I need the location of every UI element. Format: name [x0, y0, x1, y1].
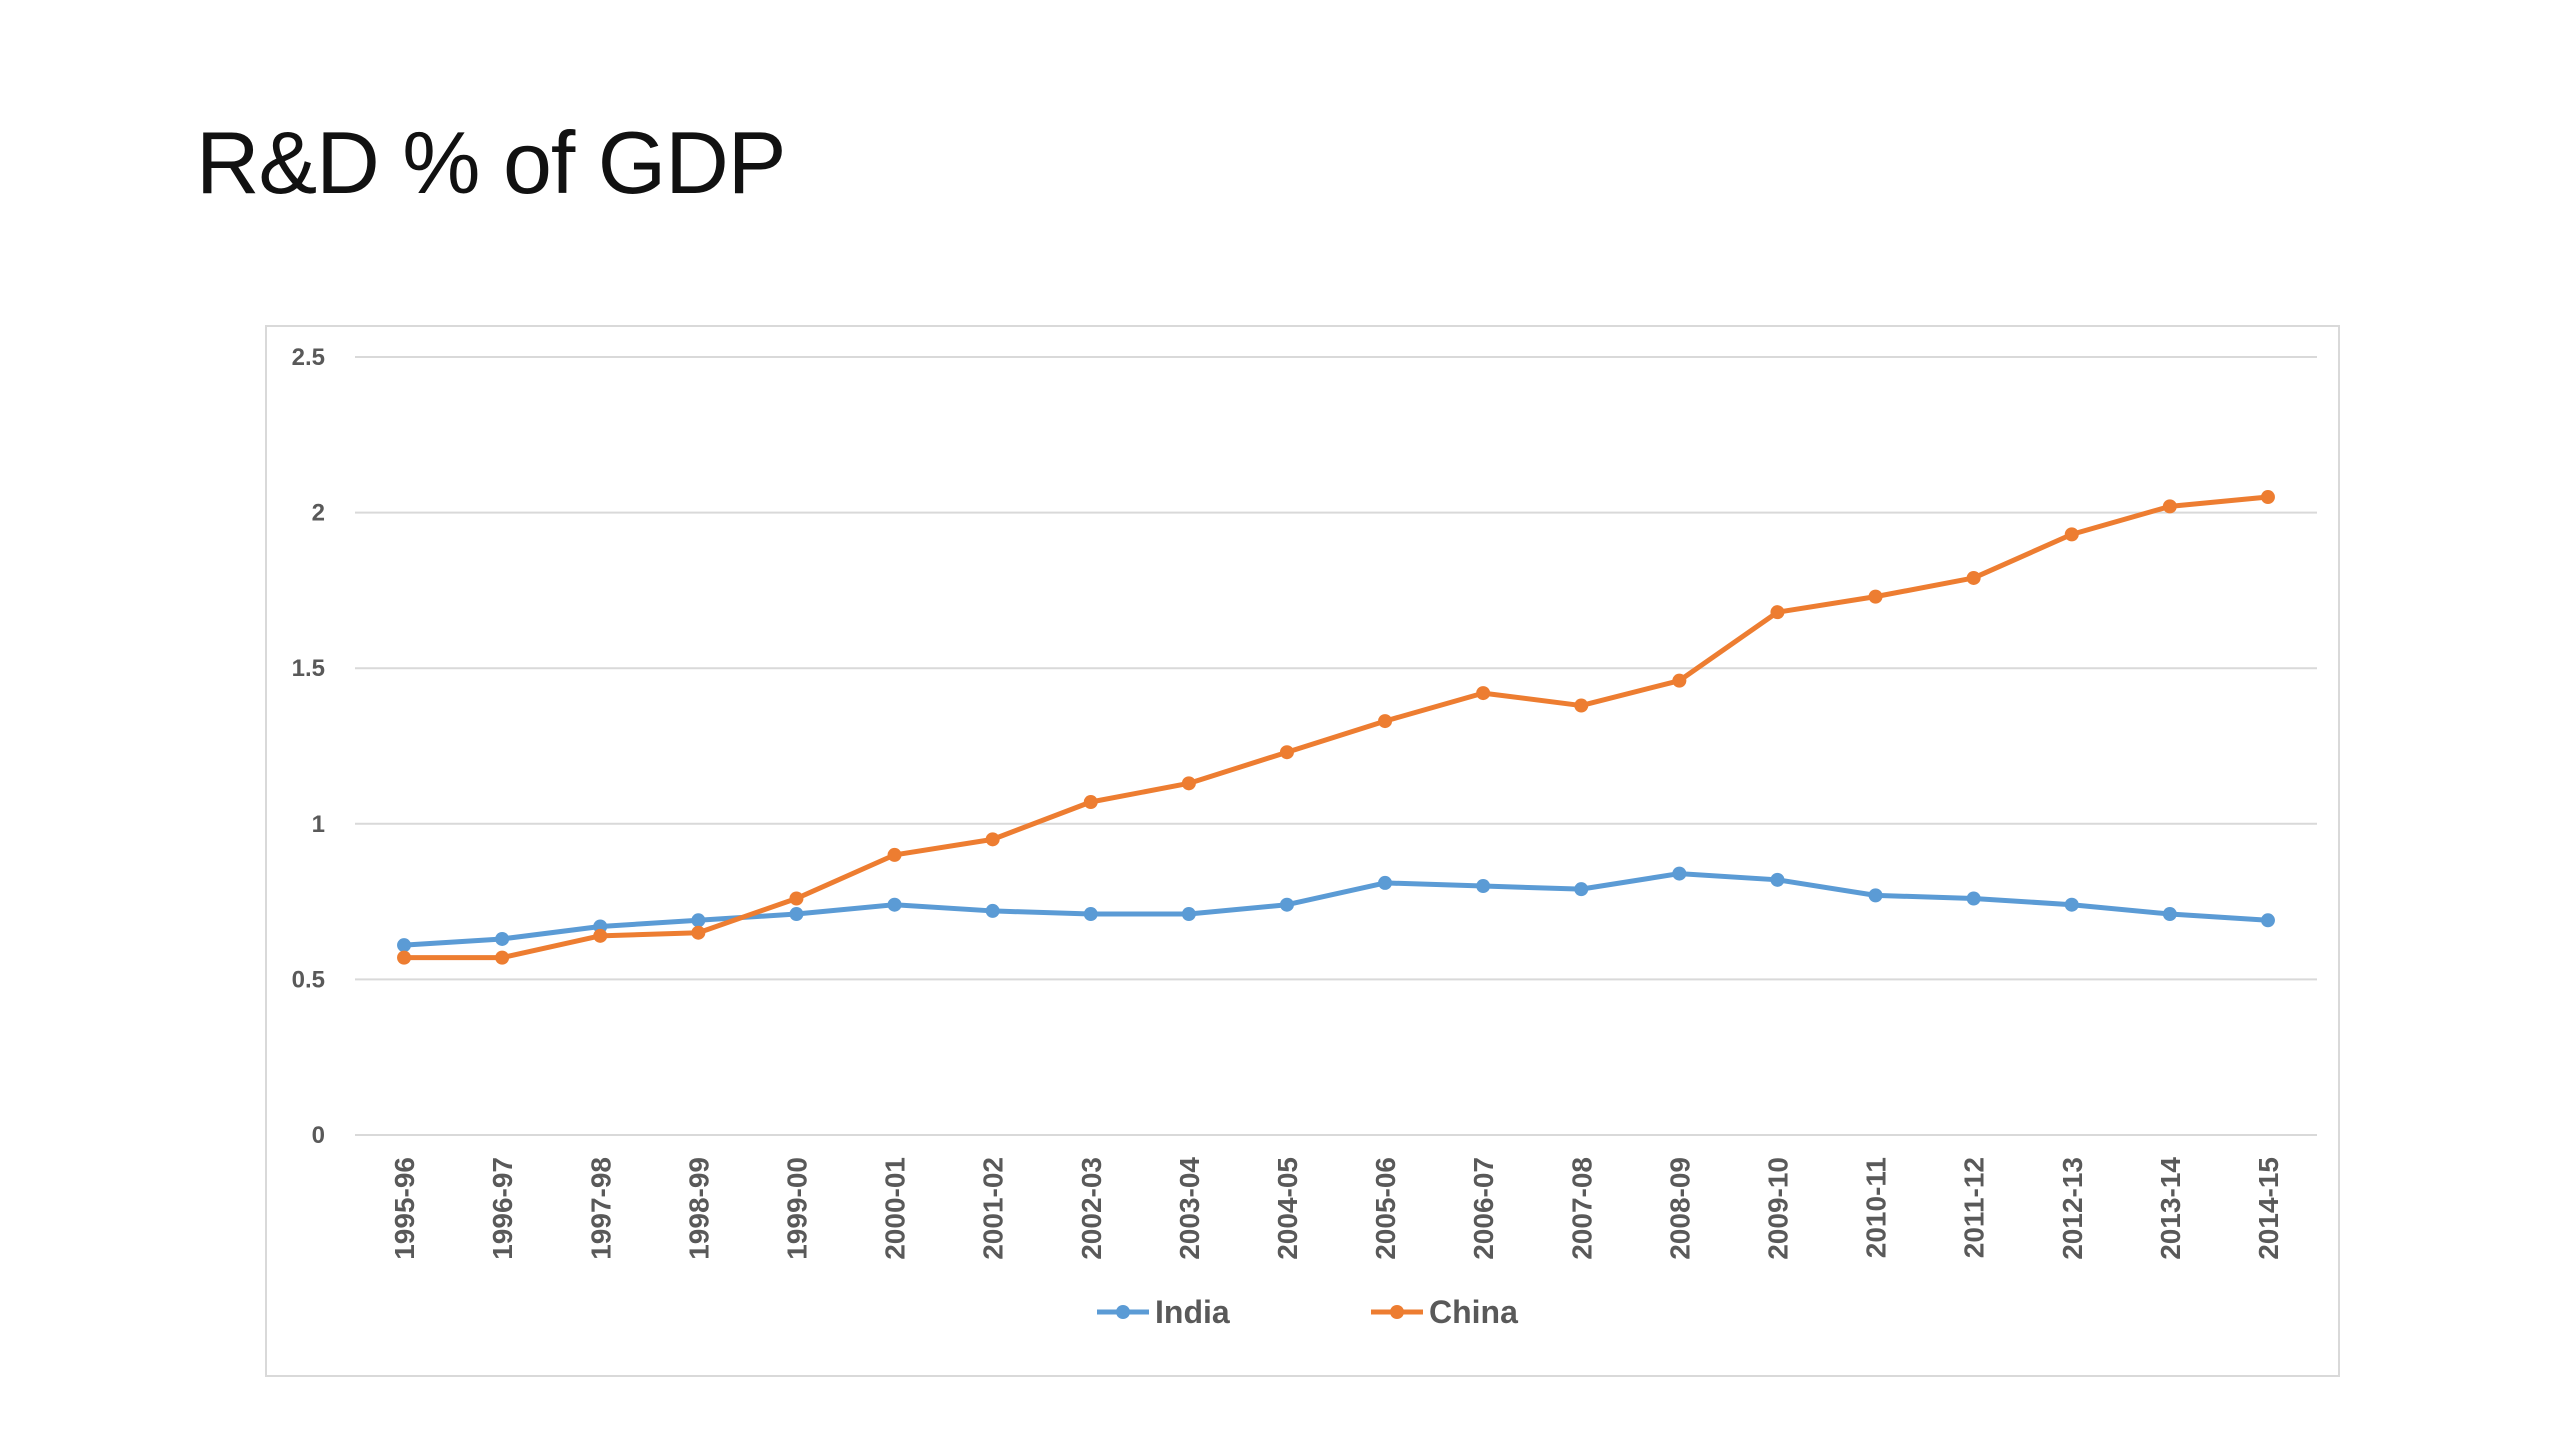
data-point: [789, 891, 804, 906]
data-point: [691, 925, 706, 940]
data-point: [2162, 907, 2177, 922]
data-point: [397, 950, 412, 965]
legend-label: India: [1155, 1294, 1230, 1330]
x-tick-label: 1996-97: [487, 1157, 518, 1260]
x-tick-label: 2014-15: [2253, 1157, 2284, 1260]
line-chart: 0 0.5 1 1.5 2 2.5 1995-96 1996-97 1997-98 1998-9…: [292, 344, 2317, 1330]
x-tick-label: 2007-08: [1566, 1157, 1597, 1260]
y-tick-label: 0.5: [292, 966, 325, 993]
data-point: [1966, 570, 1981, 585]
x-tick-label: 2003-04: [1174, 1157, 1205, 1260]
data-point: [1868, 888, 1883, 903]
data-point: [1476, 879, 1491, 894]
chart-frame: 0 0.5 1 1.5 2 2.5 1995-96 1996-97 1997-98 1998-9…: [265, 325, 2340, 1377]
data-point: [1083, 907, 1098, 922]
data-point: [1279, 745, 1294, 760]
y-tick-label: 1.5: [292, 655, 325, 682]
gridlines: [355, 356, 2317, 1136]
x-tick-label: 1997-98: [585, 1157, 616, 1260]
x-tick-label: 2009-10: [1762, 1157, 1793, 1260]
slide-title: R&D % of GDP: [196, 113, 786, 212]
data-point: [2162, 499, 2177, 514]
legend-item-india: India: [1097, 1294, 1230, 1330]
y-tick-label: 2: [312, 500, 325, 527]
series-india: [397, 866, 2275, 953]
data-point: [1574, 882, 1589, 897]
x-tick-label: 2000-01: [880, 1157, 911, 1260]
data-point: [397, 938, 412, 953]
legend-swatch-marker: [1116, 1305, 1130, 1319]
y-axis-ticks: 0 0.5 1 1.5 2 2.5: [292, 344, 325, 1149]
data-point: [1476, 686, 1491, 701]
series-line-india: [401, 871, 2271, 948]
data-point: [2064, 897, 2079, 912]
legend-label: China: [1429, 1294, 1518, 1330]
x-tick-label: 2010-11: [1861, 1157, 1892, 1258]
data-point: [2064, 527, 2079, 542]
x-tick-label: 1995-96: [389, 1157, 420, 1260]
y-tick-label: 2.5: [292, 344, 325, 371]
series-china: [397, 490, 2275, 965]
series-line-china: [401, 494, 2271, 961]
data-point: [1181, 776, 1196, 791]
x-tick-label: 2004-05: [1272, 1157, 1303, 1260]
data-point: [1672, 673, 1687, 688]
x-tick-label: 2013-14: [2155, 1157, 2186, 1260]
x-tick-label: 1998-99: [683, 1157, 714, 1260]
legend-swatch-marker: [1390, 1305, 1404, 1319]
x-tick-label: 2008-09: [1664, 1157, 1695, 1260]
data-point: [1966, 891, 1981, 906]
x-tick-label: 2002-03: [1076, 1157, 1107, 1260]
data-point: [1378, 714, 1393, 729]
x-tick-label: 2011-12: [1959, 1157, 1990, 1258]
x-tick-label: 1999-00: [781, 1157, 812, 1260]
data-point: [2260, 913, 2275, 928]
data-point: [1770, 872, 1785, 887]
data-point: [1378, 875, 1393, 890]
legend-item-china: China: [1371, 1294, 1518, 1330]
data-point: [2260, 490, 2275, 505]
x-tick-label: 2001-02: [978, 1157, 1009, 1260]
data-point: [985, 903, 1000, 918]
data-point: [1574, 698, 1589, 713]
data-point: [495, 950, 510, 965]
data-point: [789, 907, 804, 922]
data-point: [1868, 589, 1883, 604]
data-point: [1181, 907, 1196, 922]
x-tick-label: 2005-06: [1370, 1157, 1401, 1260]
data-point: [1770, 605, 1785, 620]
x-tick-label: 2012-13: [2057, 1157, 2088, 1260]
data-point: [1672, 866, 1687, 881]
data-point: [1279, 897, 1294, 912]
data-point: [985, 832, 1000, 847]
data-point: [593, 928, 608, 943]
data-point: [495, 931, 510, 946]
data-point: [887, 897, 902, 912]
x-axis-ticks: 1995-96 1996-97 1997-98 1998-99 1999-00 2000-…: [389, 1157, 2284, 1260]
data-point: [1083, 795, 1098, 810]
data-point: [691, 913, 706, 928]
legend: India China: [1097, 1294, 1518, 1330]
series-lines: [397, 490, 2275, 965]
x-tick-label: 2006-07: [1468, 1157, 1499, 1260]
y-tick-label: 1: [312, 811, 325, 838]
data-point: [887, 847, 902, 862]
y-tick-label: 0: [312, 1122, 325, 1149]
